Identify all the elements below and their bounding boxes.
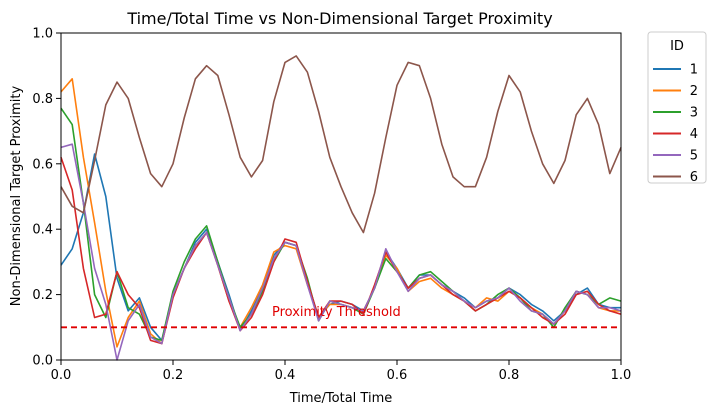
threshold-label: Proximity Threshold	[272, 305, 401, 320]
legend-label-3: 3	[690, 106, 698, 121]
series-line-6	[60, 55, 622, 234]
y-tick-label: 0.6	[32, 157, 53, 172]
legend-label-2: 2	[690, 84, 698, 99]
y-tick-label: 0.4	[32, 223, 53, 238]
y-axis-label: Non-Dimensional Target Proximity	[9, 86, 24, 307]
y-axis: 0.0 0.2 0.4 0.6 0.8 1.0	[32, 27, 61, 369]
y-tick-label: 1.0	[32, 27, 53, 42]
series-line-5	[60, 143, 622, 361]
legend-items: 1 2 3 4 5 6	[653, 63, 698, 185]
legend-label-6: 6	[690, 170, 698, 185]
legend-title: ID	[670, 39, 684, 54]
plot-frame	[60, 32, 622, 361]
legend-label-5: 5	[690, 149, 698, 164]
x-tick-label: 0.2	[163, 368, 184, 383]
chart-title: Time/Total Time vs Non-Dimensional Targe…	[126, 9, 552, 28]
y-tick-label: 0.0	[32, 354, 53, 369]
series-layer	[60, 55, 622, 361]
plot-area: Proximity Threshold	[60, 32, 622, 361]
x-tick-label: 0.6	[387, 368, 408, 383]
x-tick-label: 0.0	[51, 368, 72, 383]
x-tick-label: 0.8	[499, 368, 520, 383]
y-tick-label: 0.8	[32, 92, 53, 107]
y-tick-label: 0.2	[32, 288, 53, 303]
x-axis: 0.0 0.2 0.4 0.6 0.8 1.0	[51, 360, 632, 383]
legend-label-1: 1	[690, 63, 698, 78]
x-tick-label: 1.0	[611, 368, 632, 383]
threshold-layer: Proximity Threshold	[61, 305, 621, 329]
series-line-4	[60, 157, 622, 345]
x-tick-label: 0.4	[275, 368, 296, 383]
legend-label-4: 4	[690, 127, 698, 142]
x-axis-label: Time/Total Time	[289, 391, 393, 406]
legend: ID 1 2 3 4 5 6	[647, 31, 707, 185]
